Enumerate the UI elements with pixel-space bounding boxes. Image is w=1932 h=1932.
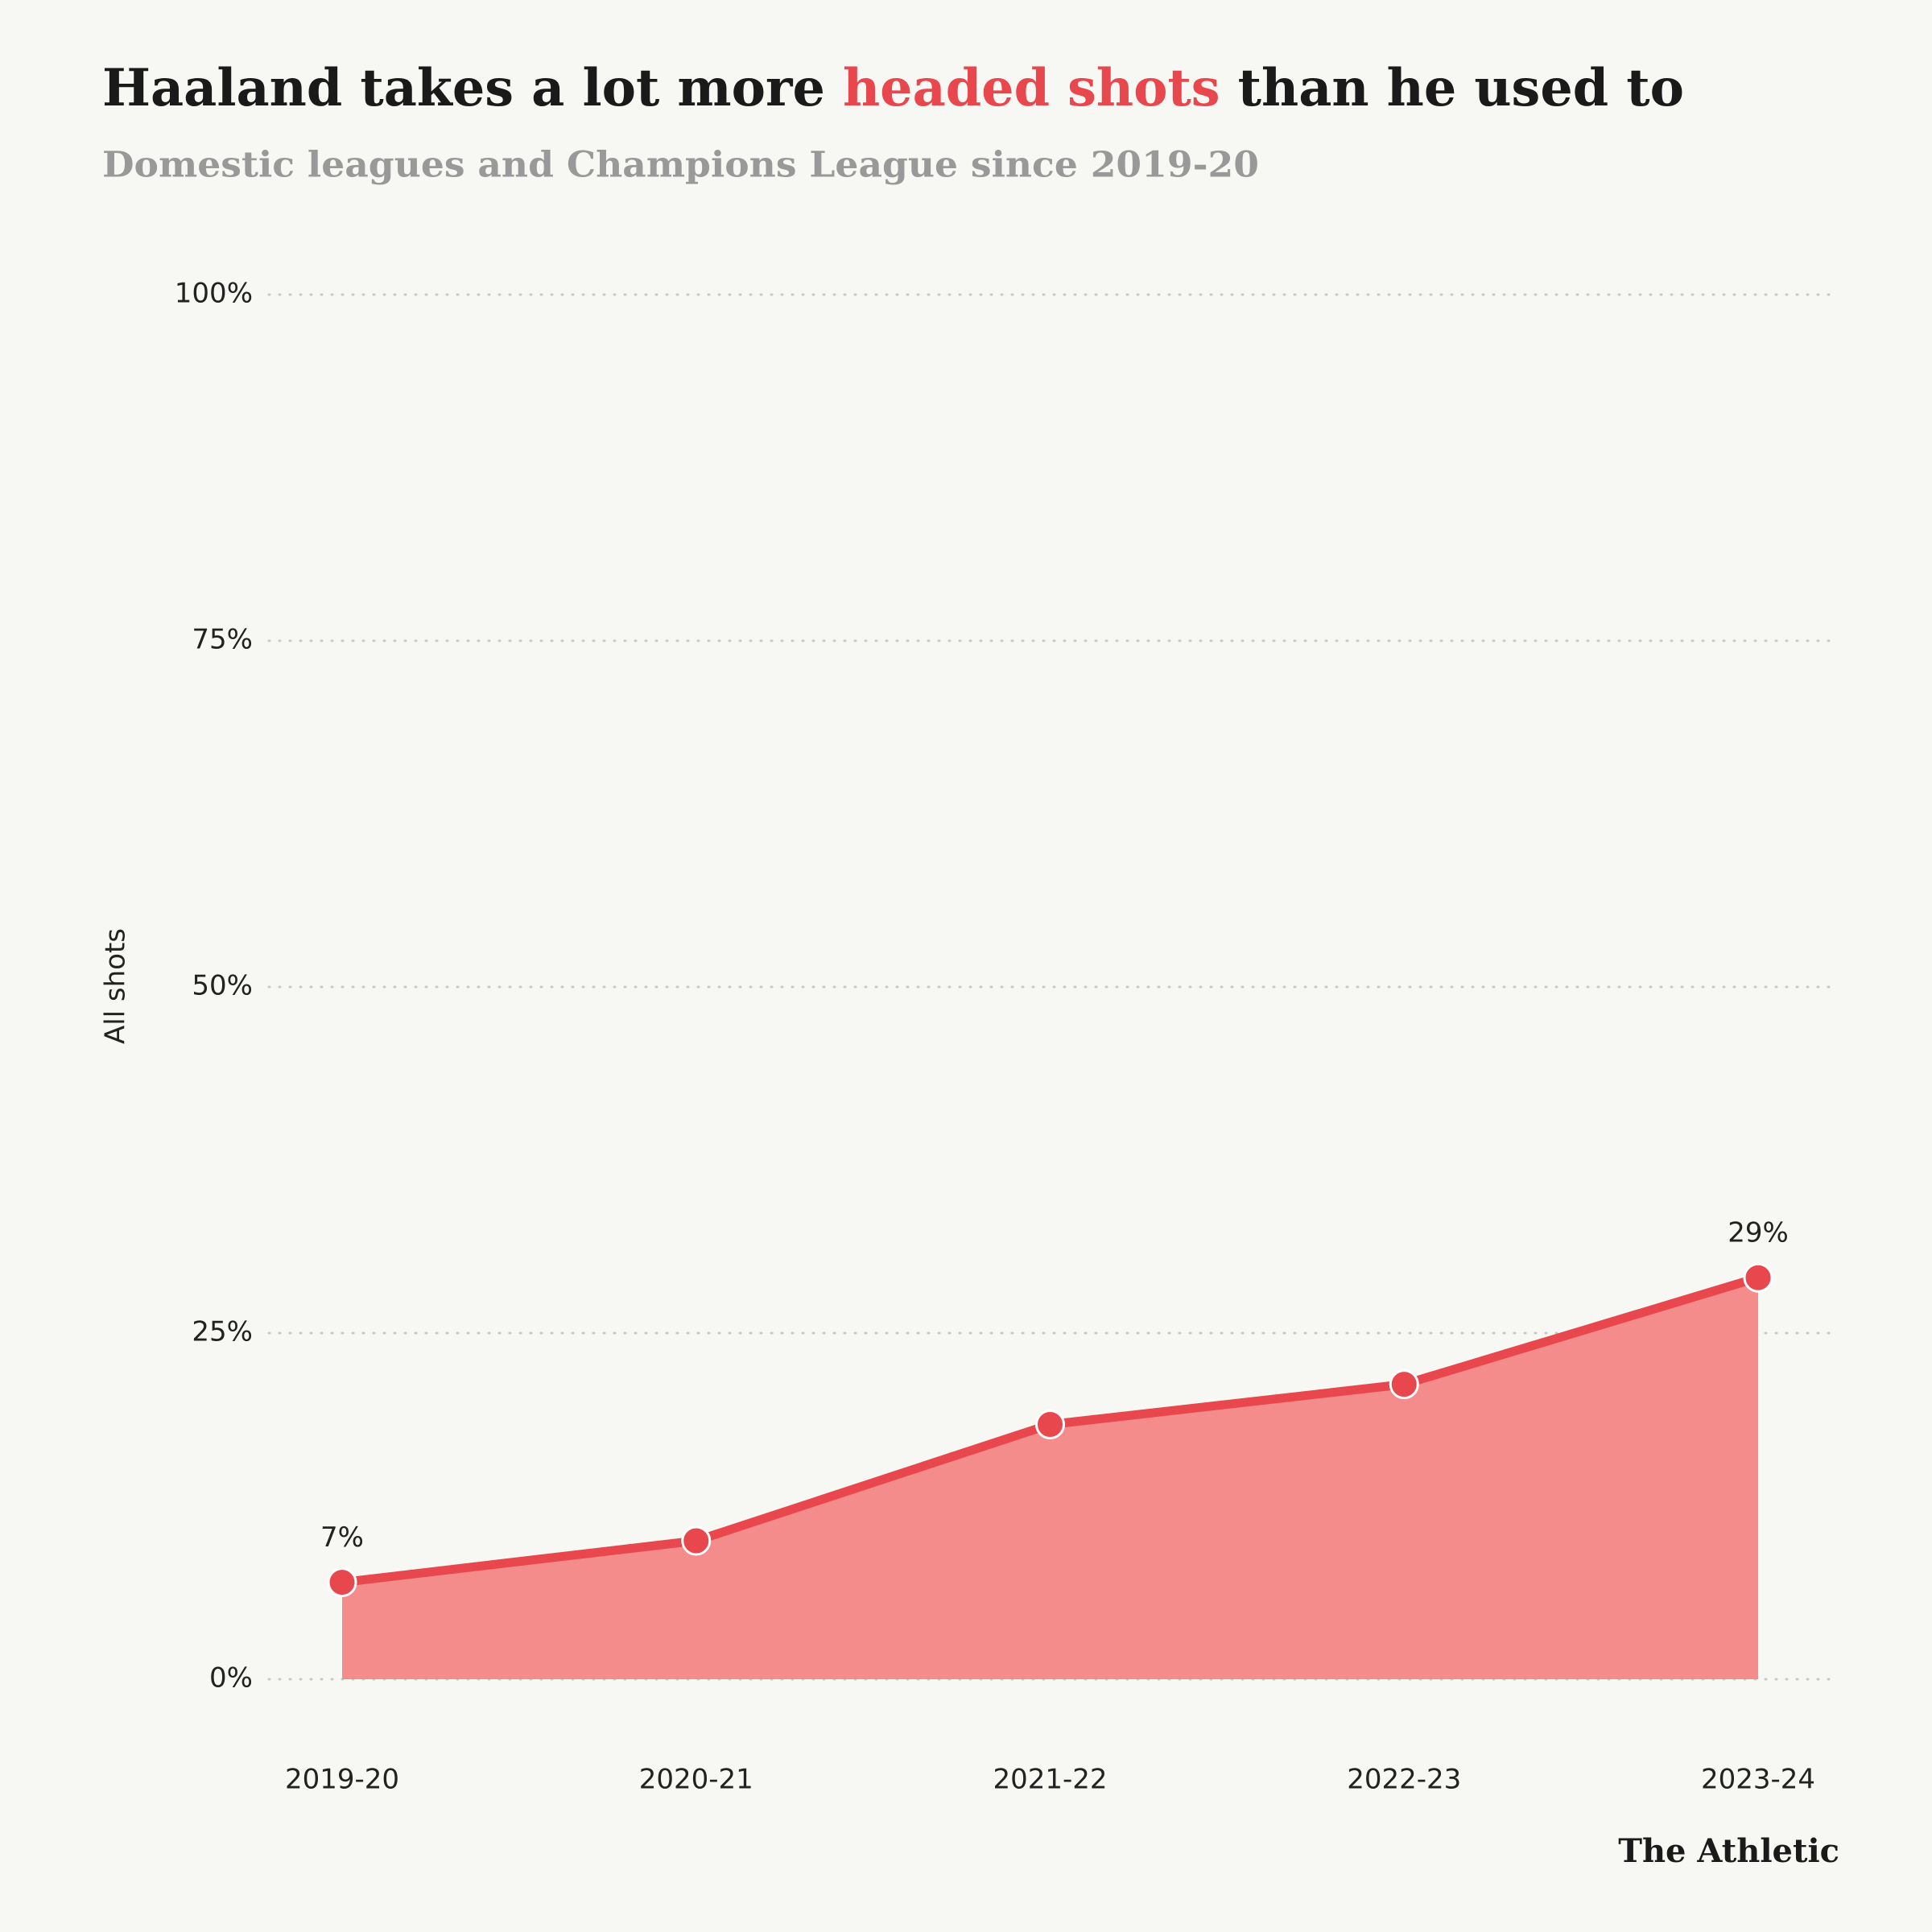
y-tick-label: 25% [192,1316,253,1348]
x-tick-label: 2020-21 [639,1764,753,1796]
y-tick-label: 75% [192,624,253,656]
x-tick-label: 2021-22 [993,1764,1107,1796]
point [1743,1262,1773,1293]
point [1035,1410,1065,1440]
title-end: than he used to [1220,58,1684,118]
x-tick-label: 2022-23 [1347,1764,1461,1796]
chart-title: Haaland takes a lot more headed shots th… [102,58,1684,118]
point [681,1525,712,1556]
y-tick-label: 0% [209,1662,253,1695]
area [342,1278,1758,1679]
y-tick-label: 100% [175,278,253,310]
x-tick-label: 2023-24 [1701,1764,1815,1796]
point [1389,1369,1419,1400]
title-highlight: headed shots [843,58,1220,118]
value-label: 29% [1728,1217,1789,1249]
point [327,1567,357,1598]
value-label: 7% [320,1521,364,1554]
source: The Athletic [1618,1832,1839,1870]
chart-subtitle: Domestic leagues and Champions League si… [102,145,1259,186]
y-tick-label: 50% [192,970,253,1002]
y-axis-label: All shots [100,928,132,1044]
x-tick-label: 2019-20 [285,1764,399,1796]
title-start: Haaland takes a lot more [102,58,843,118]
